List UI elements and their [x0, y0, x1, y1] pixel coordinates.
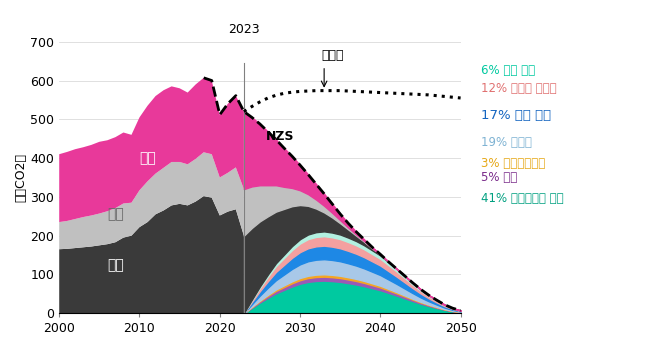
- Text: 6% 탄소 제거: 6% 탄소 제거: [480, 64, 535, 77]
- Text: 석유: 석유: [139, 151, 156, 165]
- Text: 3% 바이오에너지: 3% 바이오에너지: [480, 157, 545, 171]
- Text: 가스: 가스: [107, 207, 124, 221]
- Text: NZS: NZS: [266, 130, 295, 143]
- Text: 2023: 2023: [228, 23, 260, 36]
- Text: 석탄: 석탄: [107, 258, 124, 272]
- Y-axis label: 백만CO2톤: 백만CO2톤: [14, 153, 28, 202]
- Text: 41% 탄소포집및 저장: 41% 탄소포집및 저장: [480, 192, 563, 205]
- Text: 19% 전기화: 19% 전기화: [480, 136, 532, 149]
- Text: 비전환: 비전환: [321, 49, 343, 62]
- Text: 17% 청정 전력: 17% 청정 전력: [480, 109, 551, 122]
- Text: 5% 수소: 5% 수소: [480, 171, 517, 184]
- Text: 12% 에너지 효율성: 12% 에너지 효율성: [480, 82, 556, 95]
